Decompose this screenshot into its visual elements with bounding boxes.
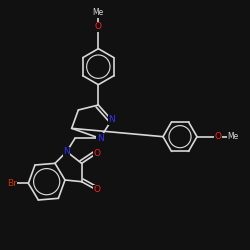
Text: N: N xyxy=(108,116,115,124)
Text: Br: Br xyxy=(7,179,16,188)
Text: O: O xyxy=(93,186,100,194)
Text: Me: Me xyxy=(93,8,104,17)
Text: N: N xyxy=(96,134,103,143)
Text: O: O xyxy=(215,132,222,141)
Text: O: O xyxy=(95,22,102,31)
Text: N: N xyxy=(63,147,70,156)
Text: Me: Me xyxy=(228,132,239,141)
Text: O: O xyxy=(93,149,100,158)
